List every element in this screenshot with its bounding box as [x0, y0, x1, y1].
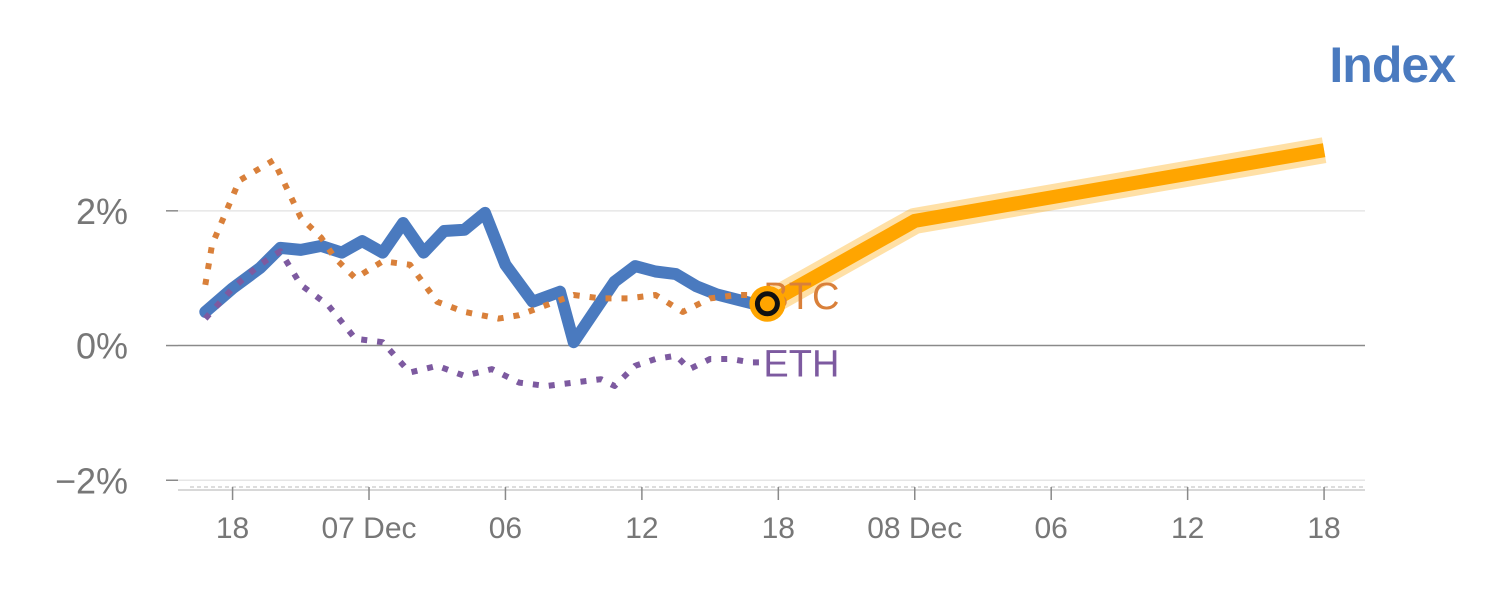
axes: 2% 0% −2% 18 07 Dec 06 12 18 08 Dec 06 12 18: [55, 191, 1365, 545]
y-tick-label: 0%: [76, 326, 128, 367]
projection-line: [763, 143, 1326, 310]
end-marker: [749, 285, 786, 322]
eth-line: [203, 248, 768, 389]
eth-label: ETH: [763, 343, 839, 385]
x-tick-label: 12: [1171, 512, 1204, 545]
gridlines: [178, 210, 1365, 482]
marker-outer: [749, 285, 786, 322]
index-line: [199, 206, 774, 349]
projection-halo: [761, 137, 1327, 316]
chart-title: Index: [1329, 37, 1456, 93]
y-tick-label: 2%: [76, 191, 128, 232]
marker-ring: [754, 291, 780, 317]
x-tick-label: 18: [762, 512, 795, 545]
x-tick-label: 06: [1035, 512, 1068, 545]
x-tick-label: 18: [1307, 512, 1340, 545]
series-lines: [199, 137, 1327, 389]
y-tick-label: −2%: [55, 460, 128, 501]
btc-line: [202, 157, 768, 322]
x-tick-label: 08 Dec: [867, 512, 962, 545]
x-tick-label: 12: [625, 512, 658, 545]
x-tick-label: 18: [216, 512, 249, 545]
x-tick-label: 07 Dec: [321, 512, 416, 545]
x-tick-label: 06: [489, 512, 522, 545]
